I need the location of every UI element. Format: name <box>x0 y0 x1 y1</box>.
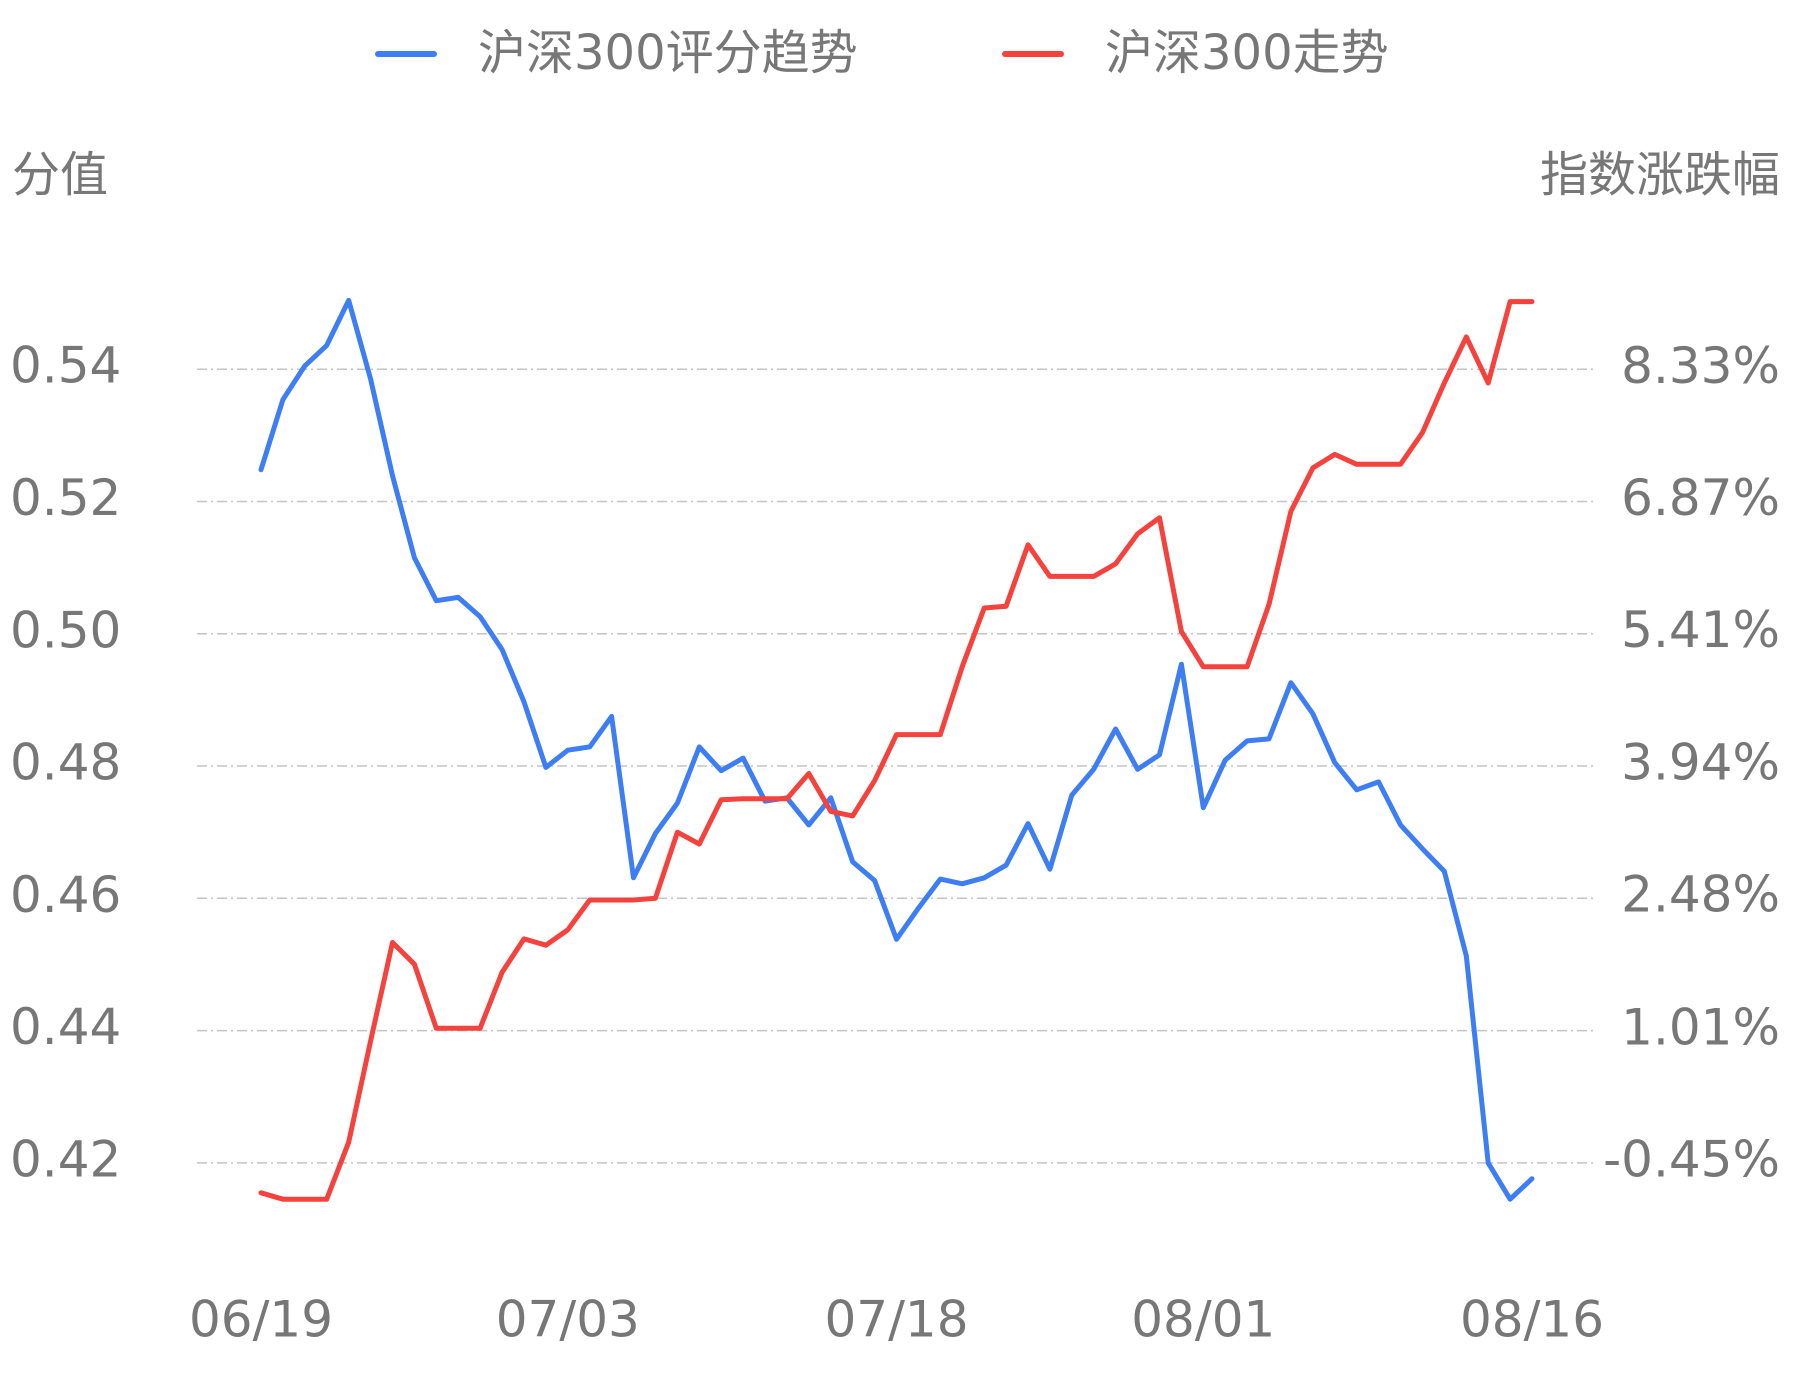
series-line <box>258 299 1535 1202</box>
y2-tick-label: 8.33% <box>1621 337 1780 395</box>
y2-tick-label: 3.94% <box>1621 734 1780 792</box>
series-line <box>258 297 1535 1202</box>
y2-tick-label: 6.87% <box>1621 469 1780 527</box>
y2-tick-label: 5.41% <box>1621 601 1780 659</box>
y-tick-label: 0.46 <box>10 866 121 924</box>
y2-axis-title: 指数涨跌幅 <box>1540 147 1780 203</box>
y-tick-label: 0.48 <box>10 734 121 792</box>
y-tick-label: 0.42 <box>10 1130 121 1188</box>
legend-label: 沪深300评分趋势 <box>478 25 858 81</box>
x-tick-label: 07/18 <box>824 1291 968 1349</box>
x-tick-label: 08/16 <box>1460 1291 1604 1349</box>
x-tick-label: 06/19 <box>189 1291 333 1349</box>
x-tick-label: 08/01 <box>1131 1291 1275 1349</box>
y-tick-label: 0.54 <box>10 337 121 395</box>
y-tick-label: 0.50 <box>10 601 121 659</box>
y-tick-label: 0.52 <box>10 469 121 527</box>
x-tick-label: 07/03 <box>496 1291 640 1349</box>
y2-tick-label: -0.45% <box>1603 1131 1780 1189</box>
y2-tick-label: 2.48% <box>1621 866 1780 924</box>
y-tick-label: 0.44 <box>10 998 121 1056</box>
legend-label: 沪深300走势 <box>1105 25 1389 81</box>
y2-tick-label: 1.01% <box>1621 999 1780 1057</box>
y-axis-title: 分值 <box>12 147 108 203</box>
